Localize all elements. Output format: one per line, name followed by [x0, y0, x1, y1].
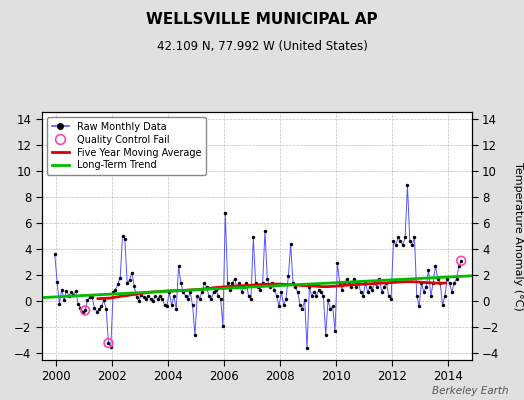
Text: 42.109 N, 77.992 W (United States): 42.109 N, 77.992 W (United States) [157, 40, 367, 53]
Point [81, 307, 89, 314]
Text: Berkeley Earth: Berkeley Earth [432, 386, 508, 396]
Point [457, 258, 465, 264]
Legend: Raw Monthly Data, Quality Control Fail, Five Year Moving Average, Long-Term Tren: Raw Monthly Data, Quality Control Fail, … [47, 117, 206, 175]
Text: WELLSVILLE MUNICIPAL AP: WELLSVILLE MUNICIPAL AP [146, 12, 378, 27]
Y-axis label: Temperature Anomaly (°C): Temperature Anomaly (°C) [514, 162, 523, 310]
Point [104, 340, 113, 346]
